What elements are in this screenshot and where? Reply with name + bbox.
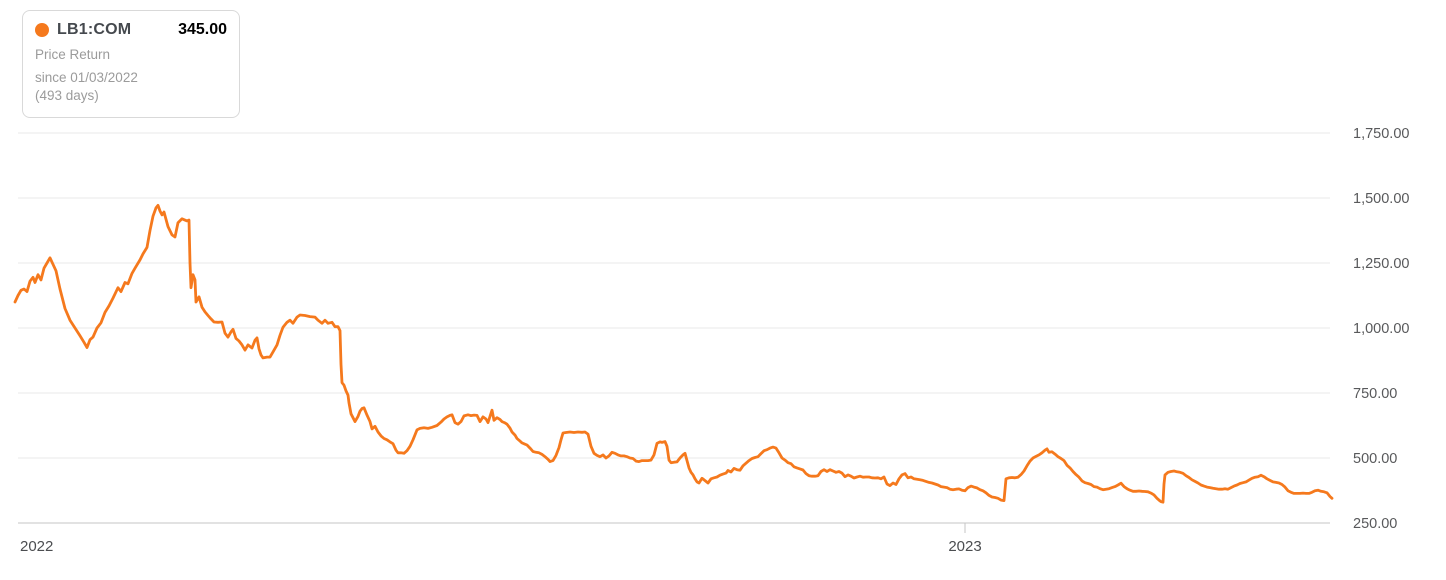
price-return-line xyxy=(13,203,1334,504)
x-axis-label: 2023 xyxy=(948,538,981,555)
last-price-value: 345.00 xyxy=(178,21,227,38)
legend-card: LB1:COM 345.00 Price Return since 01/03/… xyxy=(22,10,240,118)
y-axis-label: 1,500.00 xyxy=(1353,191,1409,207)
y-axis-label: 1,250.00 xyxy=(1353,256,1409,272)
duration-label: (493 days) xyxy=(35,88,99,103)
series-color-dot-icon xyxy=(35,23,49,37)
y-axis-label: 500.00 xyxy=(1353,451,1397,467)
metric-label: Price Return xyxy=(35,47,111,62)
y-axis-label: 1,000.00 xyxy=(1353,321,1409,337)
x-axis-label: 2022 xyxy=(20,538,53,555)
period-label: since 01/03/2022 xyxy=(35,70,138,85)
y-axis-label: 250.00 xyxy=(1353,516,1397,532)
symbol-label: LB1:COM xyxy=(57,21,132,38)
y-axis-label: 750.00 xyxy=(1353,386,1397,402)
y-axis-label: 1,750.00 xyxy=(1353,126,1409,142)
